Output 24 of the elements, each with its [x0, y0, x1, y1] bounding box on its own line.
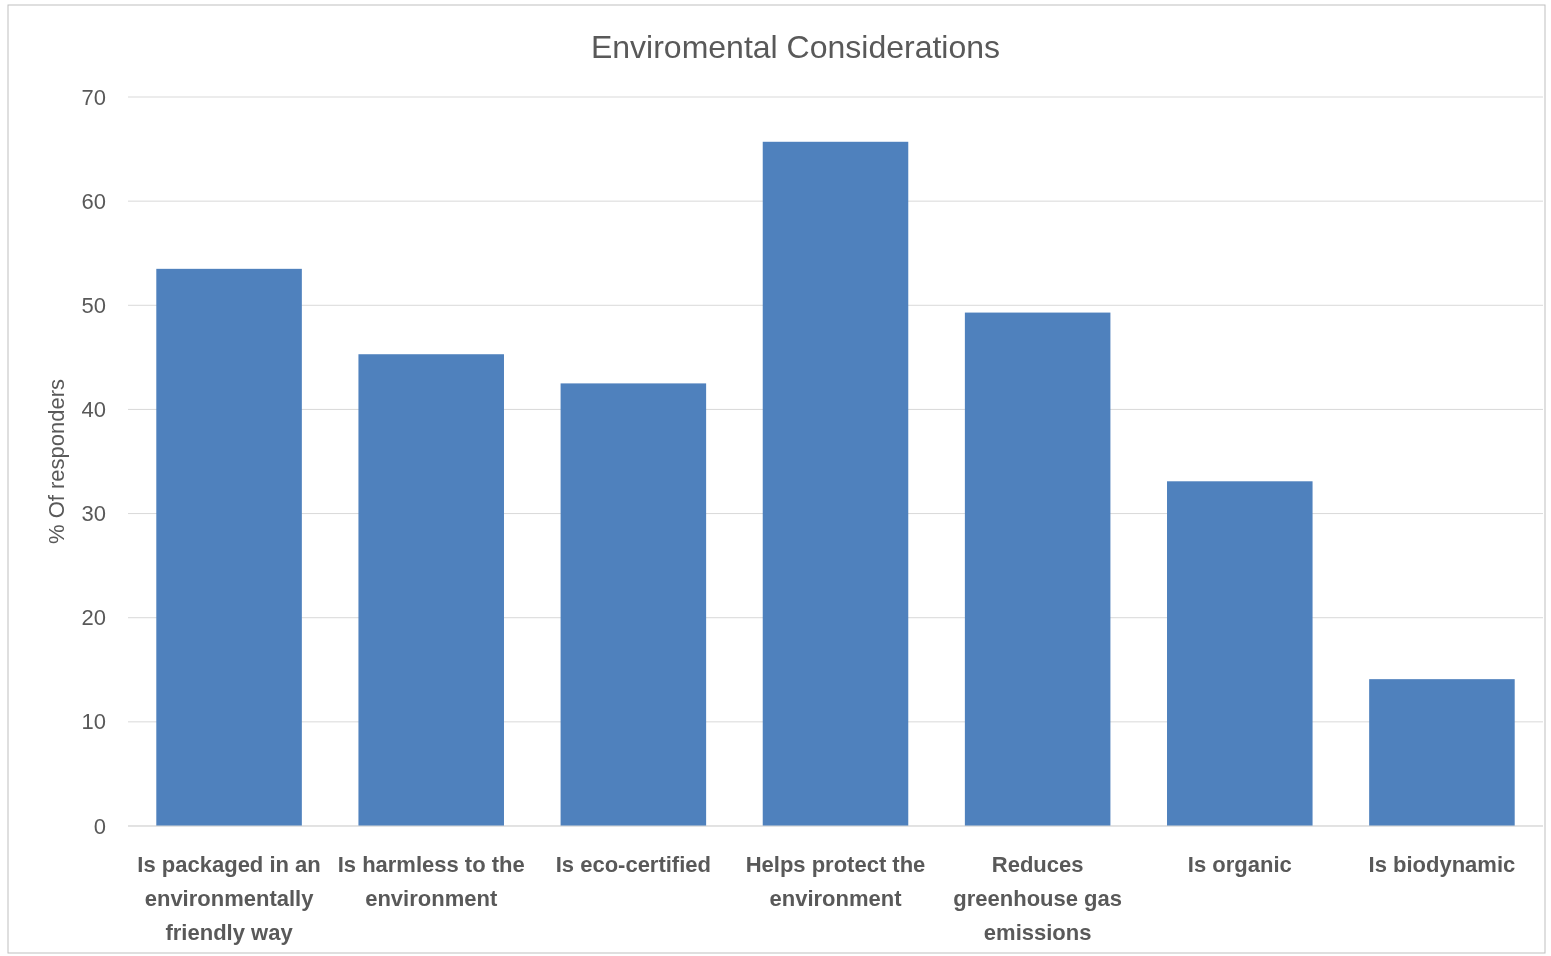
x-tick-label: Is organic: [1187, 852, 1292, 877]
chart-title: Enviromental Considerations: [590, 29, 1001, 65]
bar: [1369, 679, 1515, 826]
x-tick-label: Reduces greenhouse gas emissions: [953, 852, 1122, 945]
y-tick-label: 30: [81, 501, 106, 527]
y-tick-label: 60: [81, 188, 106, 214]
y-tick-label: 40: [81, 396, 106, 422]
y-tick-label: 10: [81, 709, 106, 735]
x-tick-label: Is eco-certified: [555, 852, 711, 877]
bar: [560, 383, 707, 826]
y-tick-label: 70: [81, 84, 106, 110]
y-tick-label: 50: [81, 292, 106, 318]
y-tick-label: 0: [93, 813, 106, 839]
y-tick-label: 20: [81, 605, 106, 631]
x-tick-label: Is biodynamic: [1368, 852, 1516, 877]
bar: [762, 141, 909, 826]
y-axis-title: % Of responders: [44, 378, 69, 545]
bar: [964, 312, 1111, 826]
bar: [358, 354, 504, 826]
bar: [1167, 481, 1313, 826]
bar: [156, 268, 302, 826]
x-tick-label: Is packaged in an environmentally friendly way: [137, 852, 321, 945]
x-tick-label: Helps protect the environment: [745, 852, 926, 911]
x-tick-label: Is harmless to the environment: [337, 852, 525, 911]
